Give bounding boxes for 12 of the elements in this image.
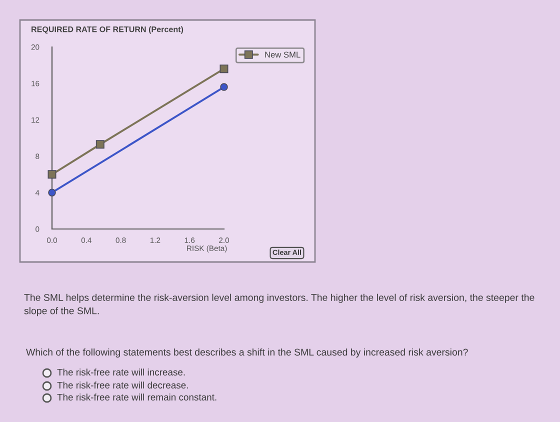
point xyxy=(96,140,104,149)
point xyxy=(48,188,56,196)
chart-title: REQUIRED RATE OF RETURN (Percent) xyxy=(32,26,184,34)
point xyxy=(220,83,228,91)
text: The SML helps determine the risk-aversion level among investors. The higher the level of risk aversion, the steeper the slope of the SML. xyxy=(24,294,534,316)
text: The risk-free rate will increase. xyxy=(57,368,185,376)
point xyxy=(48,170,56,179)
legend-label: New SML xyxy=(265,52,300,58)
text: The risk-free rate will remain constant. xyxy=(57,394,216,401)
text: Which of the following statements best describes a shift in the SML caused by increased risk aversion? xyxy=(26,348,468,358)
point xyxy=(220,64,228,74)
text: The risk-free rate will decrease. xyxy=(57,382,188,389)
